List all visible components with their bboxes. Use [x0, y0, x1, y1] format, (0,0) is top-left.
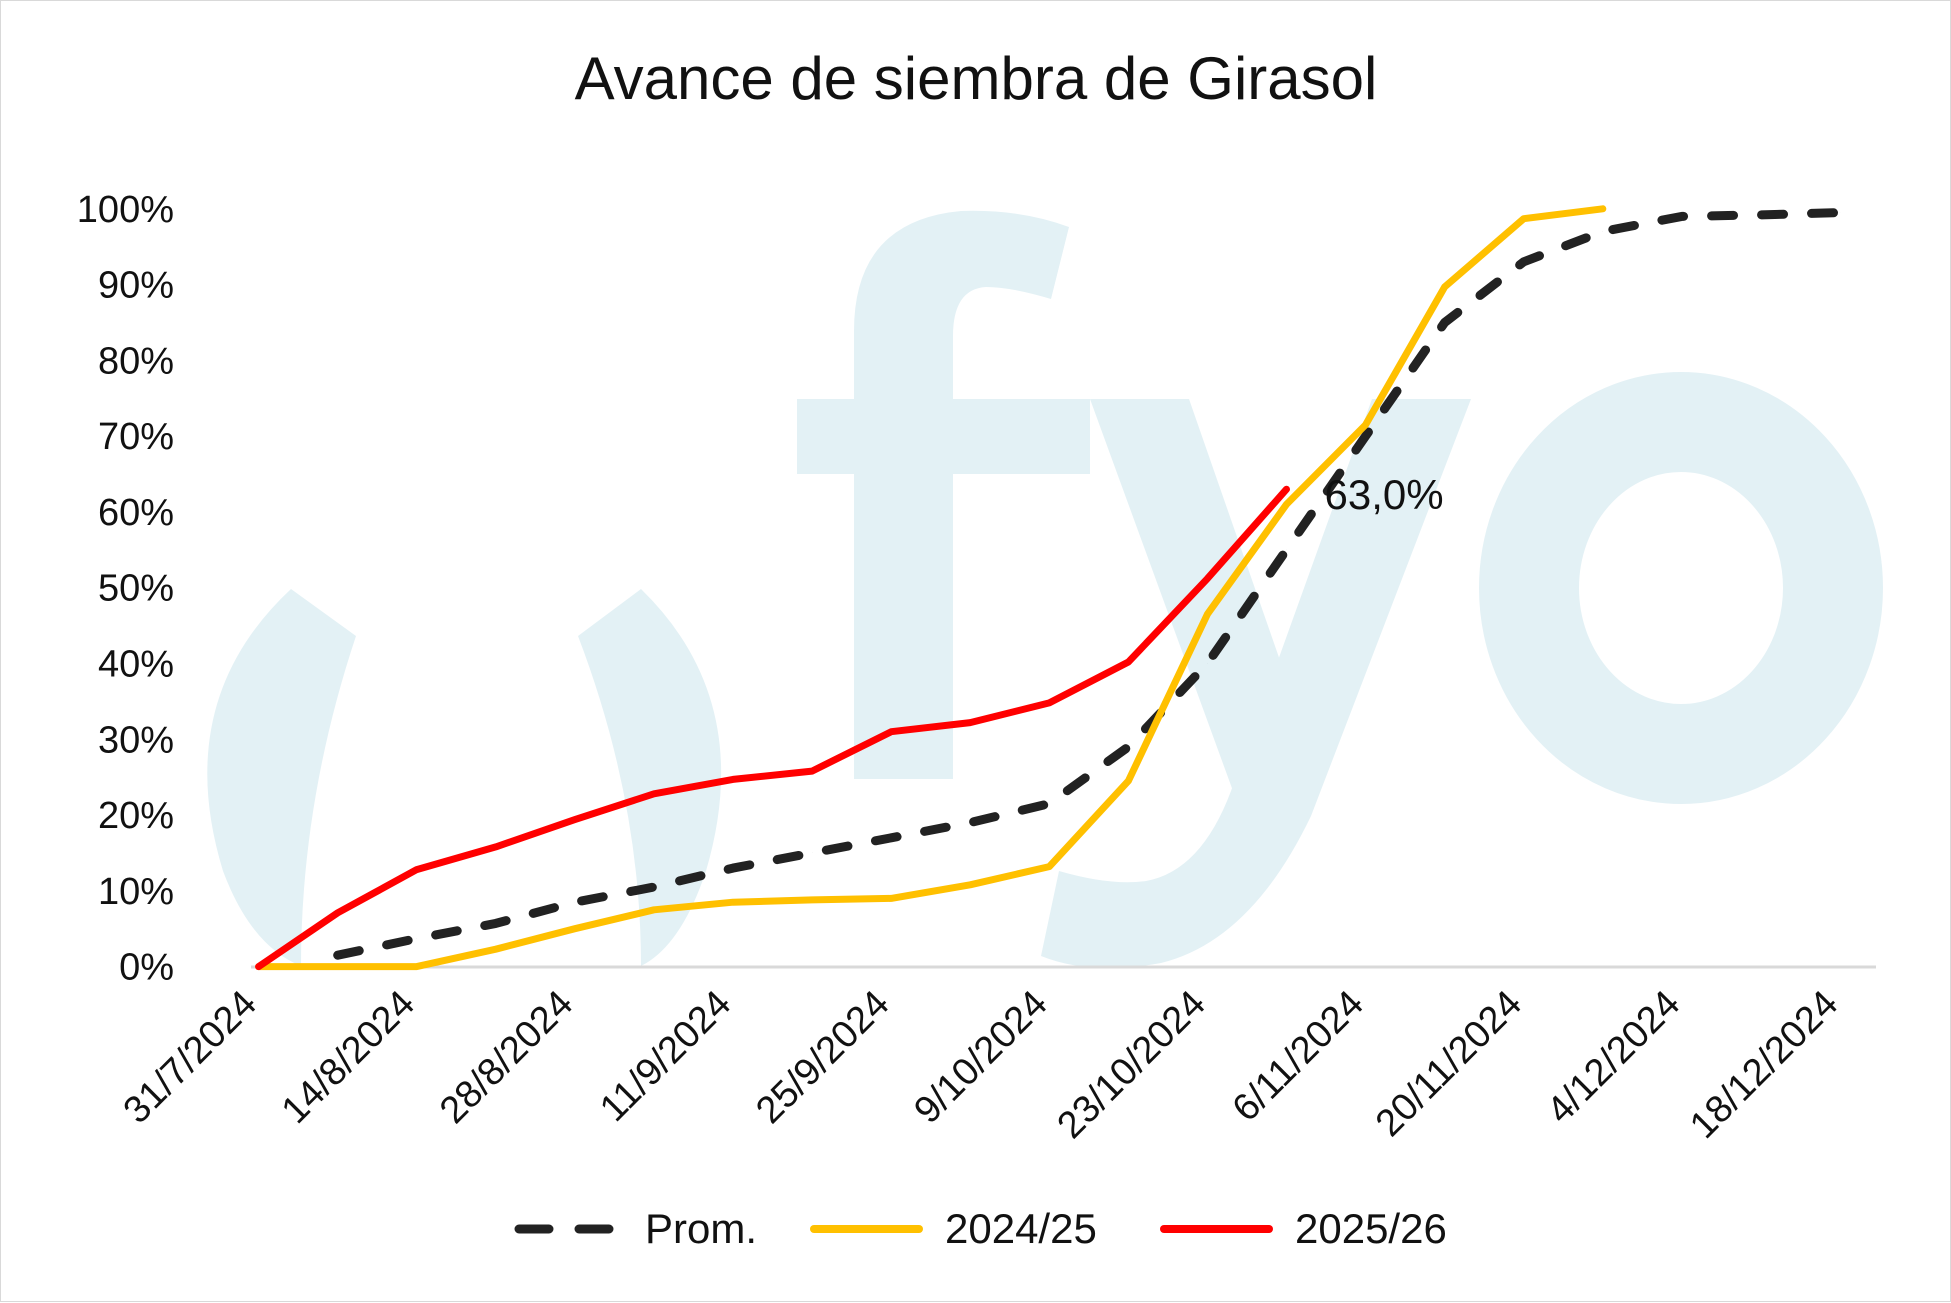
watermark-letter-o: [1529, 422, 1833, 754]
y-tick-label: 50%: [98, 568, 174, 610]
x-tick-label: 18/12/2024: [1682, 983, 1846, 1147]
legend-item: Prom.: [519, 1205, 757, 1252]
y-tick-label: 90%: [98, 265, 174, 307]
watermark-letter-f: [854, 211, 1069, 779]
y-tick-label: 60%: [98, 492, 174, 534]
fyo-watermark-logo: [207, 211, 1833, 968]
y-tick-label: 10%: [98, 871, 174, 913]
y-tick-label: 0%: [119, 947, 174, 989]
legend: Prom. 2024/25 2025/26: [519, 1205, 1447, 1252]
data-label: 63,0%: [1325, 471, 1444, 518]
y-tick-label: 30%: [98, 719, 174, 761]
x-tick-label: 20/11/2024: [1368, 983, 1530, 1145]
y-tick-label: 40%: [98, 644, 174, 686]
y-axis-ticks: 0% 10% 20% 30% 40% 50% 60% 70% 80% 90% 100%: [77, 189, 174, 989]
legend-item: 2025/26: [1164, 1205, 1447, 1252]
x-tick-label: 31/7/2024: [116, 983, 265, 1132]
x-tick-label: 9/10/2024: [906, 983, 1055, 1132]
x-tick-label: 11/9/2024: [592, 983, 739, 1130]
watermark-letter-f-bar: [797, 399, 1090, 474]
x-tick-label: 6/11/2024: [1225, 983, 1372, 1130]
legend-label: 2024/25: [945, 1205, 1097, 1252]
y-tick-label: 70%: [98, 416, 174, 458]
series-line-prom: [338, 213, 1840, 956]
y-tick-label: 80%: [98, 340, 174, 382]
series-lines: [259, 209, 1841, 967]
x-tick-label: 23/10/2024: [1050, 983, 1214, 1147]
legend-label: Prom.: [645, 1205, 757, 1252]
x-tick-label: 14/8/2024: [274, 983, 423, 1132]
annotations: 63,0%: [1325, 471, 1444, 518]
x-tick-label: 4/12/2024: [1539, 983, 1688, 1132]
x-tick-label: 25/9/2024: [748, 983, 897, 1132]
x-tick-label: 28/8/2024: [432, 983, 581, 1132]
y-tick-label: 100%: [77, 189, 174, 231]
legend-item: 2024/25: [814, 1205, 1097, 1252]
watermark-arc-left: [207, 589, 356, 966]
chart-title: Avance de siembra de Girasol: [575, 45, 1378, 112]
legend-label: 2025/26: [1295, 1205, 1447, 1252]
y-tick-label: 20%: [98, 795, 174, 837]
